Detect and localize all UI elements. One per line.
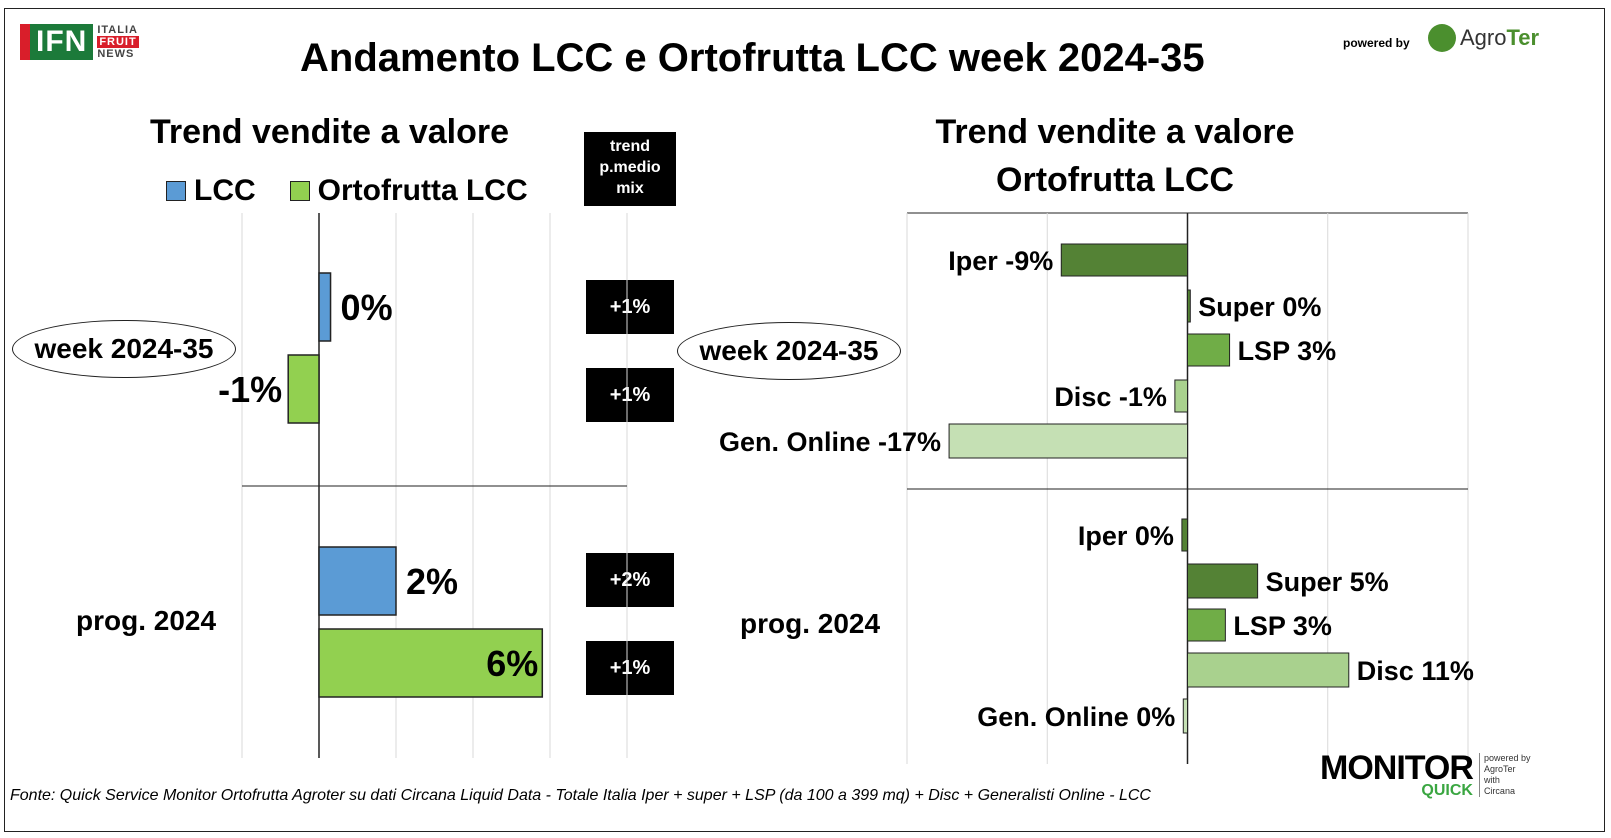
channel-label-0-0: Iper -9% xyxy=(948,246,1053,276)
ifn-logo-mark: IFN xyxy=(20,24,94,60)
bar-super-0 xyxy=(1187,289,1191,323)
data-label-0-1: 2% xyxy=(406,561,458,602)
page-title: Andamento LCC e Ortofrutta LCC week 2024… xyxy=(300,36,1205,80)
legend-swatch-ortofrutta xyxy=(289,181,310,201)
agroter-name-suffix: Ter xyxy=(1506,25,1540,50)
bar-disc-0 xyxy=(1174,379,1188,413)
right-chart-title-line-2: Ortofrutta LCC xyxy=(996,161,1234,199)
bar-iper-0 xyxy=(1060,243,1189,277)
monitor-side-credits: powered by AgroTer with Circana xyxy=(1478,753,1531,797)
channel-label-0-2: LSP 3% xyxy=(1238,336,1337,366)
monitor-quick-wordmark: MONITOR QUICK xyxy=(1320,749,1474,799)
bar-ortofrutta-lcc-1 xyxy=(318,628,544,698)
agroter-name: AgroTer xyxy=(1460,25,1539,51)
ifn-logo-subtitle: ITALIA FRUIT NEWS xyxy=(97,24,139,60)
channel-label-1-0: Iper 0% xyxy=(1078,521,1174,551)
monitor-side-line-3: with xyxy=(1483,775,1500,785)
monitor-brand: MONITOR xyxy=(1320,749,1474,787)
right-chart-title: Trend vendite a valore Ortofrutta LCC xyxy=(900,108,1330,204)
bar-lcc-1 xyxy=(318,546,397,616)
bar-lsp-1 xyxy=(1187,608,1226,642)
channel-label-0-1: Super 0% xyxy=(1198,292,1321,322)
bar-gen-online-1 xyxy=(1182,698,1188,734)
source-footnote: Fonte: Quick Service Monitor Ortofrutta … xyxy=(10,787,1151,804)
image-frame xyxy=(4,8,1605,832)
trend-header-line-1: trend xyxy=(610,138,650,155)
week-label-right: week 2024-35 xyxy=(677,322,901,380)
tree-icon xyxy=(1428,24,1456,52)
left-chart-title: Trend vendite a valore xyxy=(150,113,510,151)
legend-label-ortofrutta: Ortofrutta LCC xyxy=(317,174,528,207)
ifn-logo: IFN ITALIA FRUIT NEWS xyxy=(20,24,139,60)
legend-swatch-lcc xyxy=(166,181,186,201)
agroter-name-prefix: Agro xyxy=(1460,25,1507,50)
ifn-sub-line-2: FRUIT xyxy=(97,36,139,48)
channel-label-1-2: LSP 3% xyxy=(1233,611,1332,641)
prog-label-right: prog. 2024 xyxy=(740,608,881,639)
agroter-logo: AgroTer xyxy=(1428,24,1539,52)
trend-box-week-ortofrutta: +1% xyxy=(586,368,674,422)
week-label-left: week 2024-35 xyxy=(12,320,236,378)
monitor-side-line-4: Circana xyxy=(1483,786,1515,796)
bar-gen-online-0 xyxy=(948,423,1189,459)
bar-lsp-0 xyxy=(1187,333,1231,367)
data-label-0-0: 0% xyxy=(341,287,393,328)
legend-label-lcc: LCC xyxy=(194,174,256,207)
ifn-sub-line-3: NEWS xyxy=(97,48,135,60)
trend-box-prog-ortofrutta: +1% xyxy=(586,641,674,695)
monitor-quick: QUICK xyxy=(1421,782,1473,799)
right-chart-title-line-1: Trend vendite a valore xyxy=(935,113,1295,151)
channel-label-0-3: Disc -1% xyxy=(1054,382,1167,412)
bar-disc-1 xyxy=(1187,652,1350,688)
trend-header-line-2: p.medio xyxy=(599,159,661,176)
trend-header-line-3: mix xyxy=(616,180,644,197)
trend-header-box: trend p.medio mix xyxy=(584,132,676,206)
ifn-sub-line-1: ITALIA xyxy=(97,24,138,36)
monitor-side-line-1: powered by xyxy=(1483,753,1531,763)
monitor-side-line-2: AgroTer xyxy=(1483,764,1516,774)
bar-lcc-0 xyxy=(318,272,332,342)
channel-label-1-3: Disc 11% xyxy=(1357,656,1474,686)
data-label-1-1: 6% xyxy=(486,643,538,684)
channel-label-1-4: Gen. Online 0% xyxy=(977,702,1175,732)
legend: LCC Ortofrutta LCC xyxy=(166,174,528,208)
channel-label-0-4: Gen. Online -17% xyxy=(719,427,941,457)
bar-iper-1 xyxy=(1181,518,1189,552)
trend-box-week-lcc: +1% xyxy=(586,280,674,334)
channel-label-1-1: Super 5% xyxy=(1266,567,1389,597)
monitor-quick-logo: MONITOR QUICK powered by AgroTer with Ci… xyxy=(1320,749,1531,799)
prog-label-left: prog. 2024 xyxy=(76,605,217,636)
powered-by-label: powered by xyxy=(1343,36,1410,50)
bar-super-1 xyxy=(1187,563,1259,599)
data-label-1-0: -1% xyxy=(218,369,282,410)
bar-ortofrutta-lcc-0 xyxy=(287,354,320,424)
trend-box-prog-lcc: +2% xyxy=(586,553,674,607)
